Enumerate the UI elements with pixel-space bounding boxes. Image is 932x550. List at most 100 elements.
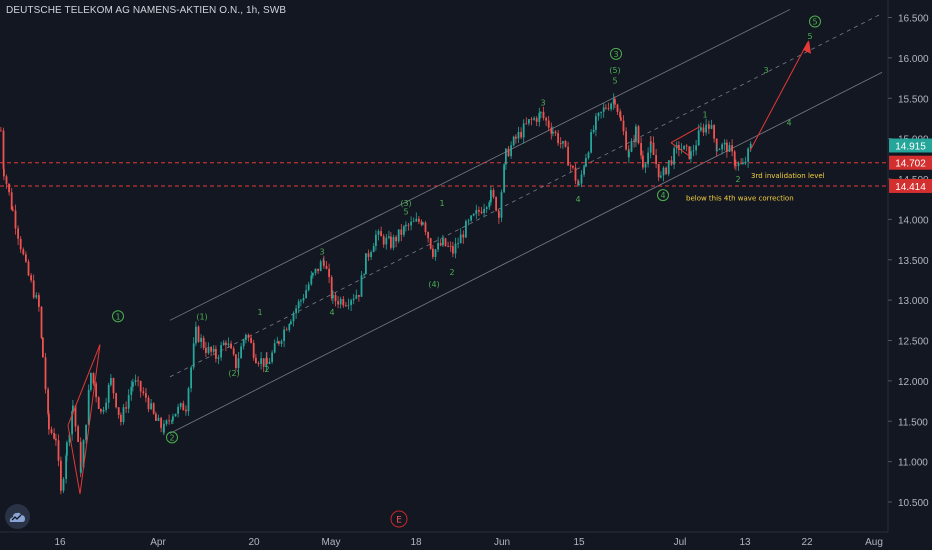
candle-body <box>685 145 688 147</box>
candle-body <box>174 413 177 417</box>
candle-body <box>163 424 165 433</box>
candle-body <box>600 111 602 113</box>
candle-body <box>60 460 62 491</box>
candle-body <box>122 407 125 423</box>
candle-body <box>418 218 420 222</box>
candle-body <box>47 389 49 414</box>
level-price-tag-bg <box>889 155 932 170</box>
candle-body <box>515 136 517 139</box>
candle-body <box>367 253 370 257</box>
candle-body <box>465 221 467 238</box>
candle-body <box>478 210 480 212</box>
wave-label: 5 <box>807 32 812 41</box>
candle-body <box>220 345 222 358</box>
candle-body <box>635 126 637 142</box>
candle-body <box>137 380 139 382</box>
candle-body <box>117 407 120 415</box>
candle-body <box>227 343 230 346</box>
candle-body <box>48 413 50 430</box>
candle-body <box>533 118 535 120</box>
candle-body <box>500 192 503 218</box>
candle-body <box>538 112 541 122</box>
candle-body <box>85 424 87 441</box>
current-price-tag-bg <box>889 138 932 153</box>
candle-body <box>437 243 439 250</box>
candle-body <box>439 243 442 246</box>
candle-body <box>305 290 307 299</box>
wave-label: (5) <box>609 66 620 75</box>
candle-body <box>590 132 592 153</box>
candle-body <box>30 275 32 281</box>
candle-body <box>217 357 220 359</box>
candle-body <box>68 434 71 443</box>
candle-body <box>512 136 515 146</box>
candle-body <box>616 104 619 112</box>
candle-body <box>705 124 707 133</box>
candle-body <box>640 143 642 156</box>
level-price-tag-bg <box>889 178 932 193</box>
candle-body <box>422 222 424 225</box>
candle-body <box>723 142 726 145</box>
candle-body <box>352 298 355 301</box>
candle-body <box>434 249 437 257</box>
candle-body <box>530 119 533 120</box>
wave-label: 5 <box>612 76 617 85</box>
wave-label-circle <box>610 47 622 60</box>
candle-body <box>363 274 365 276</box>
candle-body <box>642 155 644 168</box>
candle-body <box>688 146 691 159</box>
candle-body <box>276 341 279 344</box>
wave-label: 3 <box>763 66 768 75</box>
candle-body <box>127 395 130 409</box>
candle-body <box>215 348 217 359</box>
candle-body <box>268 361 271 364</box>
candle-body <box>572 165 574 168</box>
candle-body <box>442 238 444 246</box>
candle-body <box>619 111 621 118</box>
wave-triangle-bottom <box>670 142 691 157</box>
candle-body <box>614 99 616 105</box>
candle-body <box>485 207 488 210</box>
candle-body <box>44 357 47 390</box>
tradingview-logo[interactable] <box>5 504 30 529</box>
candle-body <box>202 337 205 348</box>
candle-body <box>3 168 5 177</box>
candle-body <box>25 254 27 262</box>
event-marker-circle <box>390 510 408 528</box>
candle-body <box>424 222 427 233</box>
candle-body <box>525 123 528 125</box>
candle-body <box>92 372 95 384</box>
candle-body <box>728 145 731 152</box>
candle-body <box>125 407 127 409</box>
price-axis: 10.500 11.000 11.500 12.000 12.500 13.000 13.5… <box>888 14 929 509</box>
candle-body <box>554 131 557 134</box>
candle-body <box>290 321 292 325</box>
candle-body <box>197 326 200 342</box>
dashed-levels <box>0 162 888 187</box>
candle-body <box>668 160 670 164</box>
candle-body <box>622 120 625 132</box>
candle-body <box>79 441 82 473</box>
wave-label: (3) <box>400 199 411 208</box>
early-channel-right <box>79 344 101 494</box>
candle-body <box>480 211 483 214</box>
candle-body <box>498 212 500 218</box>
candle-body <box>708 124 710 129</box>
candle-body <box>550 127 553 134</box>
candle-body <box>232 348 235 355</box>
candle-body <box>347 304 350 306</box>
wave-label: 4 <box>786 118 791 127</box>
candle-body <box>317 268 319 272</box>
candle-body <box>112 378 115 394</box>
candle-body <box>528 119 530 124</box>
candle-body <box>412 221 415 223</box>
candle-body <box>700 127 702 131</box>
wave-label: 4 <box>329 308 334 317</box>
candle-body <box>280 340 283 344</box>
candle-body <box>731 145 733 152</box>
candle-body <box>578 183 580 186</box>
y-tick-label: 14.000 <box>898 215 929 226</box>
candle-body <box>77 426 79 442</box>
candle-body <box>520 131 522 138</box>
